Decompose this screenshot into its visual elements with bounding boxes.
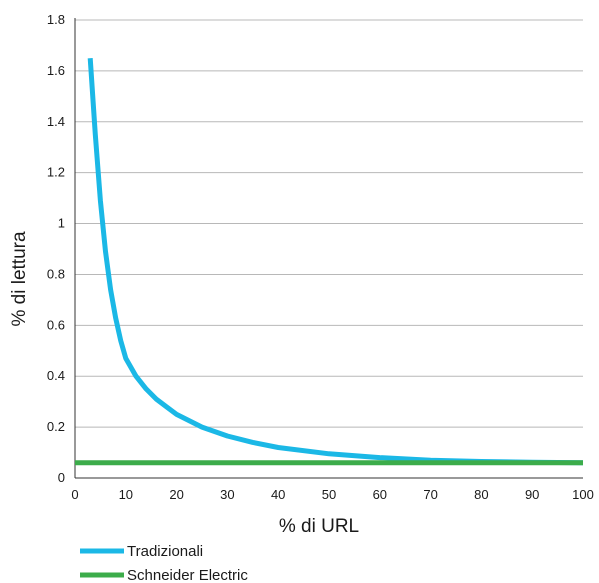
x-tick-label: 90: [525, 487, 539, 502]
y-tick-labels: 0 0.2 0.4 0.6 0.8 1 1.2 1.4 1.6 1.8: [47, 12, 65, 485]
y-axis-title: % di lettura: [9, 231, 30, 326]
y-tick-label: 0: [58, 470, 65, 485]
series-lines: [75, 58, 584, 466]
x-tick-label: 100: [572, 487, 594, 502]
y-tick-label: 1.8: [47, 12, 65, 27]
gridlines: [75, 19, 583, 428]
x-tick-label: 20: [169, 487, 183, 502]
y-tick-label: 0.8: [47, 266, 65, 281]
y-tick-label: 1.6: [47, 63, 65, 78]
y-tick-label: 1: [58, 216, 65, 231]
x-tick-label: 80: [474, 487, 488, 502]
legend-label: Tradizionali: [127, 543, 203, 560]
y-tick-label: 1.2: [47, 165, 65, 180]
x-tick-label: 60: [373, 487, 387, 502]
x-tick-label: 70: [423, 487, 437, 502]
x-tick-label: 10: [119, 487, 133, 502]
y-tick-label: 0.6: [47, 317, 65, 332]
x-tick-labels: 0 10 20 30 40 50 60 70 80 90 100: [71, 487, 593, 502]
x-tick-label: 50: [322, 487, 336, 502]
series-line-tradizionali: [87, 58, 584, 466]
x-tick-label: 30: [220, 487, 234, 502]
legend: Tradizionali Schneider Electric: [80, 543, 248, 583]
legend-label: Schneider Electric: [127, 567, 248, 583]
x-tick-label: 40: [271, 487, 285, 502]
x-tick-label: 0: [71, 487, 78, 502]
y-tick-label: 0.2: [47, 419, 65, 434]
y-tick-label: 0.4: [47, 368, 65, 383]
x-axis-title: % di URL: [279, 516, 359, 537]
y-tick-label: 1.4: [47, 114, 65, 129]
